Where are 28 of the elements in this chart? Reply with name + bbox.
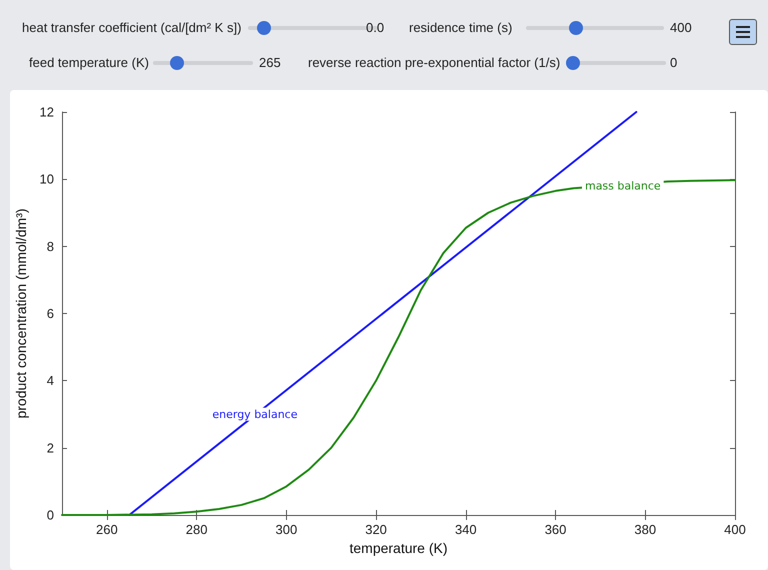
x-tick-label: 300: [275, 522, 298, 537]
annotation: mass balance: [584, 179, 661, 192]
text: heat transfer coefficient (cal/[dm² K s]): [22, 20, 242, 35]
text: 0.0: [366, 20, 384, 35]
text: reverse reaction pre-exponential factor (1/s): [308, 55, 560, 70]
y-tick-label: 2: [46, 440, 54, 456]
line-series: [61, 179, 736, 516]
x-tick-label: 340: [454, 522, 477, 537]
text: 400: [670, 20, 692, 35]
x-tick-label: 400: [724, 522, 746, 537]
y-tick-label: 12: [40, 104, 54, 120]
x-tick-label: 260: [96, 522, 118, 537]
y-axis-title: product concentration (mmol/dm³): [13, 208, 29, 419]
x-tick-label: 380: [634, 522, 656, 537]
text: residence time (s): [409, 20, 512, 35]
y-tick-label: 6: [46, 306, 54, 321]
y-tick-label: 10: [40, 172, 54, 187]
annotation: energy balance: [212, 408, 298, 421]
x-axis-title: temperature (K): [349, 540, 448, 556]
x-tick-label: 360: [544, 522, 566, 537]
y-tick-label: 8: [46, 238, 54, 254]
text: feed temperature (K): [29, 55, 149, 70]
text: 265: [259, 55, 281, 70]
x-tick-label: 280: [186, 522, 208, 537]
y-tick-label: 4: [46, 373, 54, 388]
y-tick-label: 0: [46, 508, 54, 522]
x-tick-label: 320: [365, 522, 387, 537]
text: 0: [670, 55, 678, 70]
